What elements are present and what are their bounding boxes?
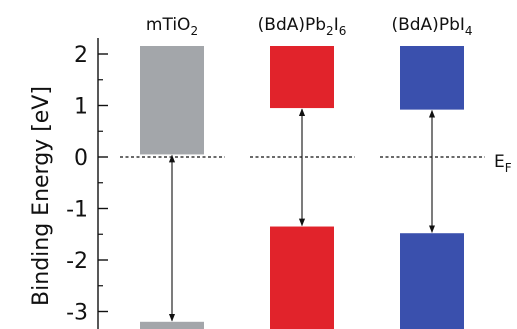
material-label: (BdA)PbI4 [391, 15, 472, 38]
conduction-band-bar [400, 46, 464, 110]
y-tick-label: 1 [74, 95, 88, 120]
material-label: (BdA)Pb2I6 [258, 15, 347, 38]
y-tick-label: 0 [74, 146, 88, 171]
fermi-level-lines: EF [120, 152, 512, 175]
conduction-band-bar [140, 46, 204, 154]
valence-band-bar [270, 227, 334, 329]
valence-band-bar [400, 233, 464, 329]
y-axis: 2 1 0 -1 -2 -3 [66, 38, 108, 329]
valence-band-bar [140, 322, 204, 329]
y-tick-label: -2 [66, 249, 88, 274]
y-tick-label: 2 [74, 43, 88, 68]
y-axis-label: Binding Energy [eV] [29, 86, 54, 306]
material-labels: mTiO2 (BdA)Pb2I6 (BdA)PbI4 [146, 15, 473, 38]
material-label: mTiO2 [146, 15, 198, 38]
y-tick-label: -1 [66, 198, 88, 223]
y-tick-label: -3 [66, 301, 88, 326]
conduction-band-bar [270, 46, 334, 108]
fermi-level-label: EF [494, 152, 512, 175]
